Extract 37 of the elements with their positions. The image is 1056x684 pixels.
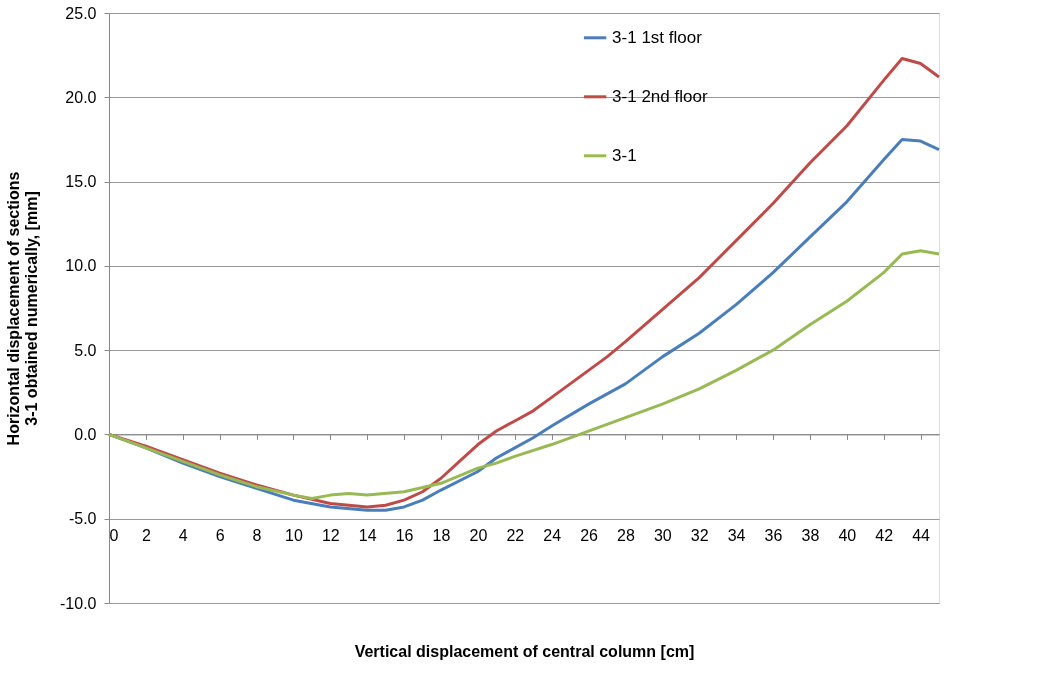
x-tick-label: 16 [395, 526, 414, 544]
y-tick-label: 25.0 [65, 4, 97, 22]
y-tick-label: 5.0 [74, 341, 97, 359]
x-tick-label: 44 [912, 526, 931, 544]
x-tick-label: 22 [506, 526, 525, 544]
x-tick-label: 8 [252, 526, 262, 544]
y-tick-label: 20.0 [65, 88, 97, 106]
x-tick-label: 18 [432, 526, 451, 544]
x-tick-label: 4 [178, 526, 188, 544]
x-tick-label: 0 [109, 526, 119, 544]
legend-label: 3-1 2nd floor [612, 86, 708, 106]
x-tick-label: 40 [838, 526, 857, 544]
legend-label: 3-1 1st floor [612, 27, 703, 47]
y-tick-label: 0.0 [74, 425, 97, 443]
y-tick-label: 10.0 [65, 257, 97, 275]
legend-label: 3-1 [612, 145, 637, 165]
y-tick-label: -5.0 [68, 510, 97, 528]
x-axis-title: Vertical displacement of central column [cm] [354, 642, 695, 660]
x-tick-label: 12 [321, 526, 340, 544]
x-tick-label: 24 [543, 526, 562, 544]
x-tick-label: 6 [215, 526, 225, 544]
x-tick-label: 2 [141, 526, 151, 544]
x-tick-label: 28 [617, 526, 635, 544]
line-series [107, 249, 941, 500]
x-tick-label: 20 [469, 526, 488, 544]
y-tick-label: -10.0 [60, 594, 97, 612]
x-tick-label: 10 [285, 526, 303, 544]
y-tick-label: 15.0 [65, 173, 97, 191]
x-tick-label: 14 [358, 526, 377, 544]
x-tick-label: 26 [580, 526, 599, 544]
x-tick-label: 38 [801, 526, 820, 544]
y-axis-title: Horizontal displacement of sections 3-1 obtained numerically, [mm] [5, 171, 41, 446]
x-tick-label: 42 [875, 526, 894, 544]
x-tick-label: 32 [690, 526, 709, 544]
x-tick-label: 36 [764, 526, 783, 544]
x-tick-label: 30 [653, 526, 672, 544]
x-tick-label: 34 [727, 526, 746, 544]
